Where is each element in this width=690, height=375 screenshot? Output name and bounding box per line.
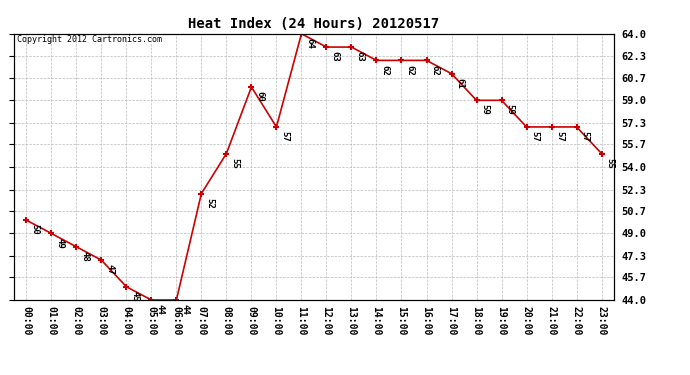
Title: Heat Index (24 Hours) 20120517: Heat Index (24 Hours) 20120517 — [188, 17, 440, 31]
Text: 55: 55 — [230, 158, 239, 168]
Text: 60: 60 — [255, 91, 264, 102]
Text: 59: 59 — [481, 105, 490, 115]
Text: 44: 44 — [181, 304, 190, 315]
Text: 52: 52 — [206, 198, 215, 208]
Text: 55: 55 — [606, 158, 615, 168]
Text: 50: 50 — [30, 224, 39, 235]
Text: 45: 45 — [130, 291, 139, 302]
Text: 57: 57 — [531, 131, 540, 142]
Text: 44: 44 — [155, 304, 164, 315]
Text: 62: 62 — [406, 64, 415, 75]
Text: 57: 57 — [281, 131, 290, 142]
Text: 63: 63 — [331, 51, 339, 62]
Text: Copyright 2012 Cartronics.com: Copyright 2012 Cartronics.com — [17, 35, 161, 44]
Text: 47: 47 — [106, 264, 115, 275]
Text: 61: 61 — [455, 78, 464, 88]
Text: 49: 49 — [55, 238, 64, 248]
Text: 57: 57 — [581, 131, 590, 142]
Text: 59: 59 — [506, 105, 515, 115]
Text: 57: 57 — [555, 131, 564, 142]
Text: 48: 48 — [81, 251, 90, 262]
Text: 63: 63 — [355, 51, 364, 62]
Text: 64: 64 — [306, 38, 315, 49]
Text: 62: 62 — [381, 64, 390, 75]
Text: 62: 62 — [431, 64, 440, 75]
